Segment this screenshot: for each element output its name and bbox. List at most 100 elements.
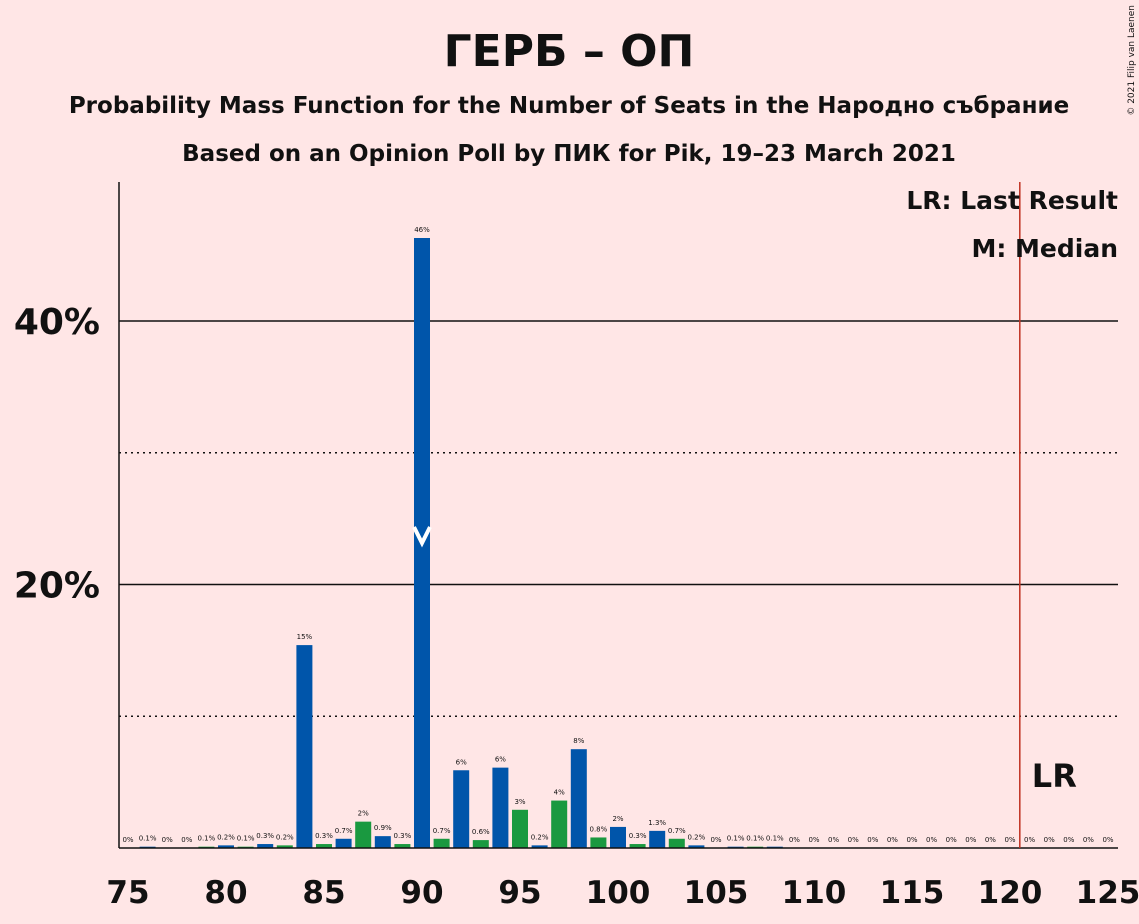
bar-label: 0.3%	[629, 832, 647, 840]
bar	[335, 838, 352, 848]
bar	[688, 845, 705, 848]
bar-label: 0%	[887, 836, 898, 844]
y-tick-label: 20%	[14, 566, 100, 607]
bar	[394, 844, 411, 848]
bar-label: 0.9%	[374, 824, 392, 832]
x-tick-label: 80	[204, 875, 247, 911]
bar-label: 0.8%	[590, 825, 608, 833]
x-tick-labels: 75 80 85 90 95 100 105 110 115 120 125	[106, 875, 1139, 911]
bar-label: 0.1%	[746, 835, 764, 843]
last-result-marker-label: LR	[1032, 757, 1077, 795]
bar	[276, 845, 293, 848]
bar-label: 0.7%	[335, 827, 353, 835]
bar-label: 0%	[181, 836, 192, 844]
bar-label: 0%	[1004, 836, 1015, 844]
x-tick-label: 100	[586, 875, 651, 911]
x-tick-label: 125	[1076, 875, 1139, 911]
bar-label: 0.1%	[727, 835, 745, 843]
bar-label: 0.1%	[139, 835, 157, 843]
bar-label: 15%	[297, 633, 313, 641]
bar	[218, 845, 234, 848]
bar-label: 0%	[828, 836, 839, 844]
bar-label: 0%	[946, 836, 957, 844]
x-tick-label: 75	[106, 875, 149, 911]
y-tick-label: 40%	[14, 302, 100, 343]
bar-label: 2%	[612, 815, 623, 823]
bar	[374, 836, 391, 848]
bar-label: 0%	[926, 836, 937, 844]
bar-label: 0%	[1063, 836, 1074, 844]
bars	[139, 237, 783, 848]
bar-label: 0%	[1102, 836, 1113, 844]
bar-label: 0.3%	[394, 832, 412, 840]
gridlines	[119, 320, 1118, 717]
legend-last-result: LR: Last Result	[906, 186, 1118, 215]
chart-subtitle: Probability Mass Function for the Number…	[69, 93, 1069, 119]
bar-label: 0%	[906, 836, 917, 844]
bar-label: 0.3%	[315, 832, 333, 840]
median-marker	[412, 526, 432, 548]
bar-label: 46%	[414, 226, 430, 234]
bar	[531, 845, 548, 848]
bar	[316, 844, 332, 848]
chart-subtitle-poll: Based on an Opinion Poll by ПИК for Pik,…	[182, 141, 956, 167]
bar-label: 0.1%	[198, 835, 216, 843]
legend-median: M: Median	[971, 234, 1118, 263]
bar-label: 0.6%	[472, 828, 490, 836]
bar	[512, 809, 528, 848]
bar	[590, 837, 607, 848]
x-tick-label: 120	[978, 875, 1043, 911]
bar	[453, 770, 470, 848]
bar-label: 0%	[1083, 836, 1094, 844]
y-tick-labels: 20% 40%	[14, 302, 100, 607]
x-tick-label: 90	[400, 875, 443, 911]
bar	[649, 830, 666, 848]
bar-label: 0.7%	[433, 827, 451, 835]
x-tick-label: 105	[684, 875, 749, 911]
bar	[257, 844, 274, 848]
bar	[433, 838, 450, 848]
bar	[629, 844, 646, 848]
bar-label: 0.3%	[256, 832, 274, 840]
bar-label: 0.7%	[668, 827, 686, 835]
bar	[551, 800, 568, 848]
bar-label: 0.1%	[766, 835, 784, 843]
bar-label: 0.1%	[237, 835, 255, 843]
bar-label: 0%	[965, 836, 976, 844]
bar-label: 0%	[122, 836, 133, 844]
bar	[492, 767, 509, 848]
bar-label: 0%	[162, 836, 173, 844]
bar-label: 4%	[554, 789, 565, 797]
bar-label: 6%	[495, 756, 506, 764]
bar-label: 8%	[573, 737, 584, 745]
bar-label: 2%	[358, 810, 369, 818]
bar-label: 0%	[985, 836, 996, 844]
bar-label: 0.2%	[531, 833, 549, 841]
x-tick-label: 95	[498, 875, 541, 911]
bar	[610, 826, 626, 848]
bar-label: 0%	[867, 836, 878, 844]
bar-label: 0%	[710, 836, 721, 844]
bar-label: 0.2%	[688, 833, 706, 841]
bar-value-labels: 0.1% 0% 0% 0.1% 0.2% 0.1% 0.3% 0.2%15%0.3%0.7%2…	[122, 226, 1113, 844]
bar	[296, 645, 313, 848]
chart-title: ГЕРБ – ОП	[444, 26, 695, 77]
bar-label: 6%	[456, 758, 467, 766]
copyright-text: © 2021 Filip van Laenen	[1127, 5, 1137, 116]
bar	[355, 821, 372, 848]
bar-label: 1.3%	[648, 819, 666, 827]
bar-label: 0%	[848, 836, 859, 844]
bar-label: 0%	[808, 836, 819, 844]
bar-label: 3%	[514, 798, 525, 806]
x-tick-label: 110	[782, 875, 847, 911]
bar-label: 0%	[1024, 836, 1035, 844]
x-tick-label: 85	[302, 875, 345, 911]
bar	[570, 749, 587, 848]
bar-label: 0%	[1044, 836, 1055, 844]
bar-label: 0%	[789, 836, 800, 844]
bar	[668, 838, 685, 848]
x-tick-label: 115	[880, 875, 945, 911]
bar-label: 0.2%	[217, 833, 235, 841]
